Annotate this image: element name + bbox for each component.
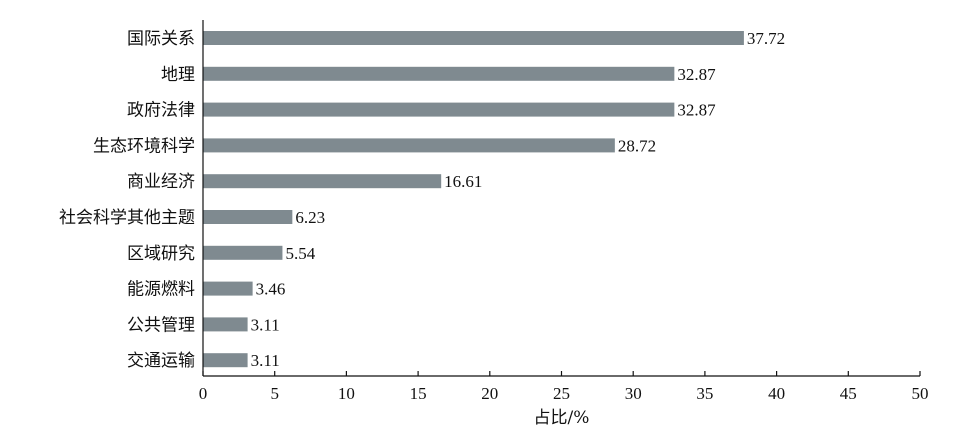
x-tick-label: 5 [270, 384, 279, 403]
value-label: 37.72 [747, 29, 785, 48]
value-label: 3.11 [251, 351, 280, 370]
category-label: 能源燃料 [127, 280, 195, 300]
category-label: 政府法律 [127, 101, 195, 121]
value-labels: 37.72 32.87 32.87 28.72 16.61 6.23 5.54 3.46 3.1… [251, 29, 786, 370]
category-labels: 国际关系地理政府法律生态环境科学商业经济社会科学其他主题区域研究能源燃料公共管理… [59, 29, 195, 371]
x-axis-title: 占比/% [534, 408, 590, 428]
category-label: 国际关系 [127, 29, 195, 49]
x-tick-label: 25 [553, 384, 570, 403]
x-tick-label: 40 [768, 384, 785, 403]
category-label: 公共管理 [127, 315, 195, 335]
bar [203, 210, 293, 224]
bar [203, 174, 442, 189]
x-tick-label: 0 [199, 384, 208, 403]
category-label: 商业经济 [127, 172, 195, 192]
bar [203, 353, 248, 368]
category-label: 交通运输 [127, 351, 195, 371]
bar [203, 102, 675, 117]
value-label: 32.87 [677, 101, 716, 120]
bar [203, 245, 283, 260]
x-tick-label: 45 [840, 384, 857, 403]
x-tick-label: 30 [625, 384, 642, 403]
x-tick-label: 35 [696, 384, 713, 403]
value-label: 3.46 [256, 280, 286, 299]
bar [203, 317, 248, 332]
category-label: 区域研究 [127, 244, 195, 264]
value-label: 28.72 [618, 136, 656, 155]
bar [203, 66, 675, 81]
x-axis-ticks: 0 5 10 15 20 25 30 35 40 45 50 [199, 371, 929, 403]
category-label: 地理 [161, 65, 195, 85]
x-tick-label: 20 [481, 384, 498, 403]
x-tick-label: 15 [410, 384, 427, 403]
category-label: 生态环境科学 [93, 136, 195, 156]
category-label: 社会科学其他主题 [59, 208, 195, 228]
x-tick-label: 10 [338, 384, 355, 403]
bar [203, 281, 253, 296]
value-label: 32.87 [677, 65, 716, 84]
value-label: 6.23 [295, 208, 325, 227]
bars-group [203, 31, 744, 368]
x-tick-label: 50 [912, 384, 929, 403]
bar [203, 138, 615, 153]
value-label: 5.54 [285, 244, 315, 263]
value-label: 3.11 [251, 315, 280, 334]
bar [203, 31, 744, 45]
value-label: 16.61 [444, 172, 482, 191]
